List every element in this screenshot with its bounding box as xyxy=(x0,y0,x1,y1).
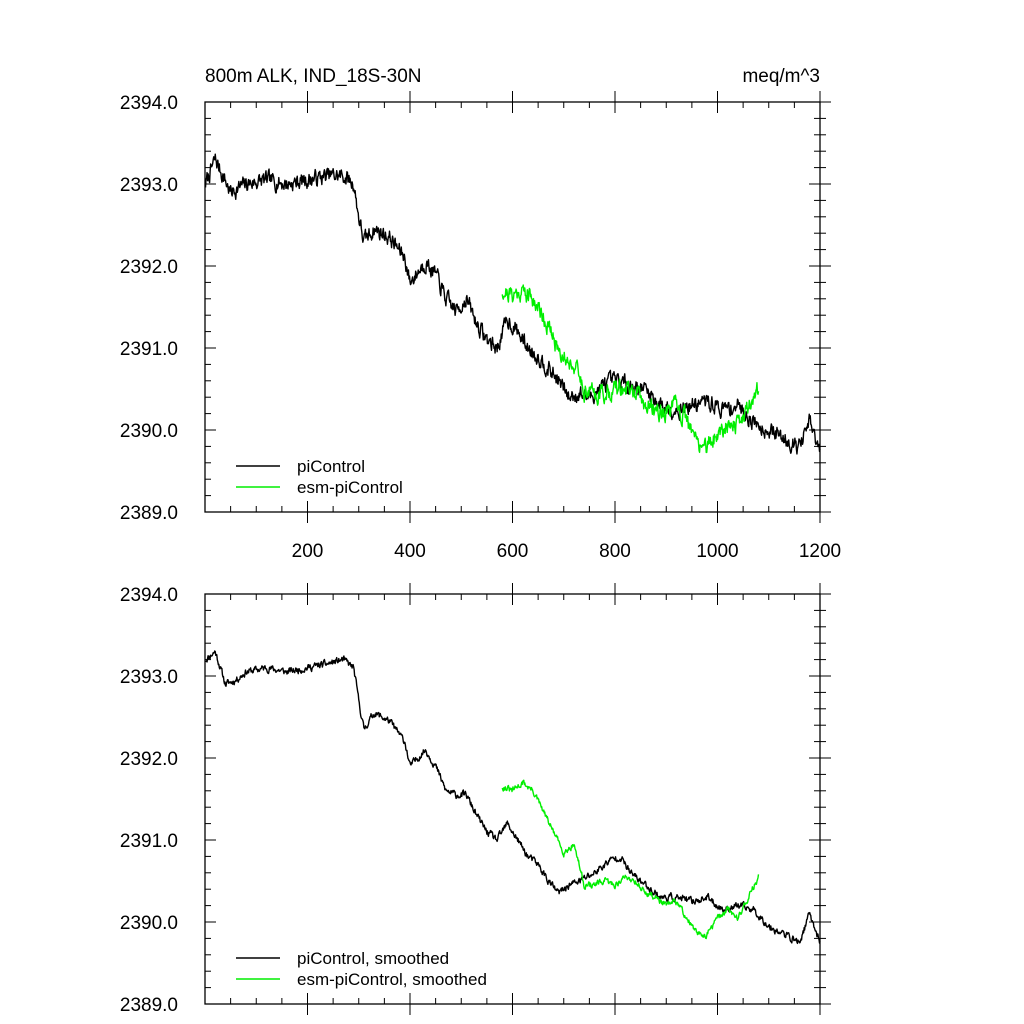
series-line-0 xyxy=(205,650,821,945)
y-tick-label: 2393.0 xyxy=(120,175,178,196)
series-line-1 xyxy=(501,779,760,940)
legend-label: esm-piControl xyxy=(297,478,403,497)
units-label: meq/m^3 xyxy=(742,66,820,87)
top-axis-ticks: 2389.0 2390.0 2391.0 2392.0 2393.0 2394.0 200 4… xyxy=(120,91,841,562)
chart-title: 800m ALK, IND_18S-30N xyxy=(205,66,422,87)
x-tick-label: 1000 xyxy=(696,541,738,562)
x-tick-label: 1200 xyxy=(799,541,841,562)
y-tick-label: 2391.0 xyxy=(120,339,178,360)
y-tick-label: 2389.0 xyxy=(120,503,178,524)
bottom-series-group xyxy=(205,650,821,945)
top-series-group xyxy=(204,153,821,455)
bottom-panel: 2389.0 2390.0 2391.0 2392.0 2393.0 2394.0 piC… xyxy=(120,583,831,1016)
bottom-legend: piControl, smoothed esm-piControl, smooth… xyxy=(236,949,487,989)
legend-label: piControl, smoothed xyxy=(297,949,449,968)
y-tick-label: 2392.0 xyxy=(120,257,178,278)
legend-label: piControl xyxy=(297,457,365,476)
x-tick-label: 600 xyxy=(497,541,529,562)
y-tick-label: 2392.0 xyxy=(120,749,178,770)
y-tick-label: 2394.0 xyxy=(120,93,178,114)
series-line-0 xyxy=(204,153,821,455)
top-legend: piControl esm-piControl xyxy=(236,457,403,497)
y-tick-label: 2389.0 xyxy=(120,995,178,1016)
x-tick-label: 800 xyxy=(599,541,631,562)
y-tick-label: 2394.0 xyxy=(120,585,178,606)
x-tick-label: 200 xyxy=(292,541,324,562)
series-line-1 xyxy=(501,284,760,454)
y-tick-label: 2390.0 xyxy=(120,421,178,442)
y-tick-label: 2391.0 xyxy=(120,831,178,852)
y-tick-label: 2393.0 xyxy=(120,667,178,688)
bottom-axis-ticks: 2389.0 2390.0 2391.0 2392.0 2393.0 2394.0 xyxy=(120,583,831,1016)
y-tick-label: 2390.0 xyxy=(120,913,178,934)
top-panel: 2389.0 2390.0 2391.0 2392.0 2393.0 2394.0 200 4… xyxy=(120,91,841,562)
x-tick-label: 400 xyxy=(394,541,426,562)
legend-label: esm-piControl, smoothed xyxy=(297,970,487,989)
